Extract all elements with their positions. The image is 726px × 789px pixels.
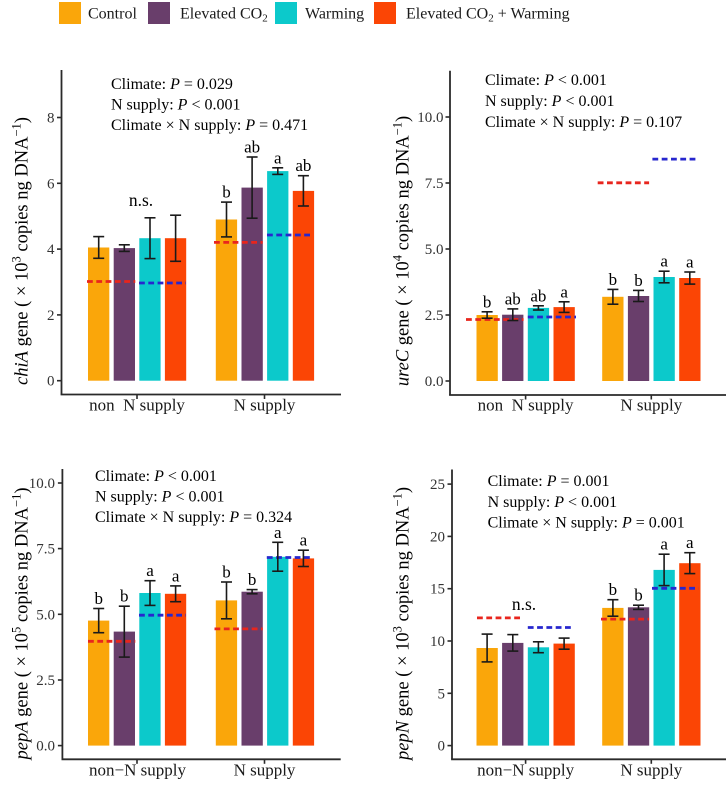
svg-text:20: 20 [430,529,445,545]
svg-text:ab: ab [295,156,311,175]
svg-text:5.0: 5.0 [425,242,444,258]
svg-text:ab: ab [244,138,260,157]
svg-text:2.5: 2.5 [425,308,444,324]
svg-text:b: b [634,271,643,290]
svg-text:a: a [274,523,282,542]
svg-text:b: b [609,270,618,289]
svg-text:15: 15 [430,582,445,598]
svg-text:non N supply: non N supply [478,396,574,415]
svg-text:8: 8 [47,111,55,127]
svg-text:b: b [634,586,643,605]
svg-text:ab: ab [530,286,546,305]
svg-text:b: b [222,183,231,202]
svg-text:b: b [94,589,103,608]
svg-text:Climate × N supply: P = 0.001: Climate × N supply: P = 0.001 [488,515,685,532]
svg-text:Control: Control [88,6,137,23]
svg-text:N supply: N supply [234,396,296,415]
svg-text:Climate: P = 0.029: Climate: P = 0.029 [111,76,233,93]
svg-text:non−N supply: non−N supply [89,761,186,780]
svg-text:a: a [560,282,568,301]
svg-text:N supply: N supply [620,396,682,415]
svg-text:10: 10 [430,634,445,650]
svg-text:n.s.: n.s. [512,594,536,614]
svg-text:Elevated CO2 + Warming: Elevated CO2 + Warming [406,6,570,25]
svg-text:b: b [483,292,492,311]
svg-text:a: a [274,148,282,167]
svg-text:Elevated CO2: Elevated CO2 [180,6,268,25]
svg-text:4: 4 [47,242,55,258]
svg-text:N supply: P < 0.001: N supply: P < 0.001 [95,489,224,506]
svg-text:ureC gene ( × 104​ copies ng D: ureC gene ( × 104​ copies ng DNA−1​) [391,116,414,386]
svg-text:7.5: 7.5 [425,176,444,192]
svg-text:a: a [300,531,308,550]
svg-text:a: a [146,561,154,580]
svg-text:pepN gene ( × 103​ copies ng D: pepN gene ( × 103​ copies ng DNA−1​) [391,487,414,762]
svg-text:Climate × N supply: P = 0.107: Climate × N supply: P = 0.107 [485,114,682,131]
svg-text:a: a [172,566,180,585]
svg-text:10.0: 10.0 [417,110,443,126]
svg-text:2: 2 [47,308,55,324]
svg-text:Climate: P = 0.001: Climate: P = 0.001 [488,473,610,490]
svg-text:0: 0 [438,739,446,755]
svg-text:b: b [609,580,618,599]
svg-text:a: a [686,533,694,552]
svg-text:b: b [120,587,129,606]
svg-text:ab: ab [505,289,521,308]
svg-text:6: 6 [47,176,55,192]
svg-text:0.0: 0.0 [425,374,444,390]
svg-text:N supply: N supply [234,761,296,780]
svg-text:pepA gene ( × 105​ copies ng D: pepA gene ( × 105​ copies ng DNA−1​) [10,488,33,762]
svg-text:chiA gene ( × 103​ copies ng D: chiA gene ( × 103​ copies ng DNA−1​) [10,117,33,385]
svg-text:0.0: 0.0 [36,739,55,755]
svg-text:5: 5 [438,686,446,702]
svg-text:5.0: 5.0 [36,607,55,623]
svg-text:Climate × N supply: P = 0.324: Climate × N supply: P = 0.324 [95,509,292,526]
svg-text:7.5: 7.5 [36,542,55,558]
svg-text:b: b [248,570,257,589]
svg-text:N supply: P < 0.001: N supply: P < 0.001 [485,93,614,110]
svg-text:b: b [222,563,231,582]
svg-text:a: a [660,252,668,271]
svg-text:non−N supply: non−N supply [477,761,574,780]
svg-text:25: 25 [430,477,445,493]
svg-text:a: a [686,253,694,272]
svg-text:Climate: P < 0.001: Climate: P < 0.001 [485,72,607,89]
svg-text:N supply: N supply [620,761,682,780]
svg-text:non N supply: non N supply [89,396,185,415]
svg-text:n.s.: n.s. [129,190,153,210]
svg-text:a: a [660,535,668,554]
svg-text:N supply: P < 0.001: N supply: P < 0.001 [111,97,240,114]
svg-text:N supply: P < 0.001: N supply: P < 0.001 [488,494,617,511]
svg-text:2.5: 2.5 [36,673,55,689]
svg-text:10.0: 10.0 [29,476,55,492]
svg-text:Climate: P < 0.001: Climate: P < 0.001 [95,468,217,485]
svg-text:Warming: Warming [305,6,364,23]
svg-text:Climate × N supply: P = 0.471: Climate × N supply: P = 0.471 [111,117,308,134]
svg-text:0: 0 [47,374,55,390]
